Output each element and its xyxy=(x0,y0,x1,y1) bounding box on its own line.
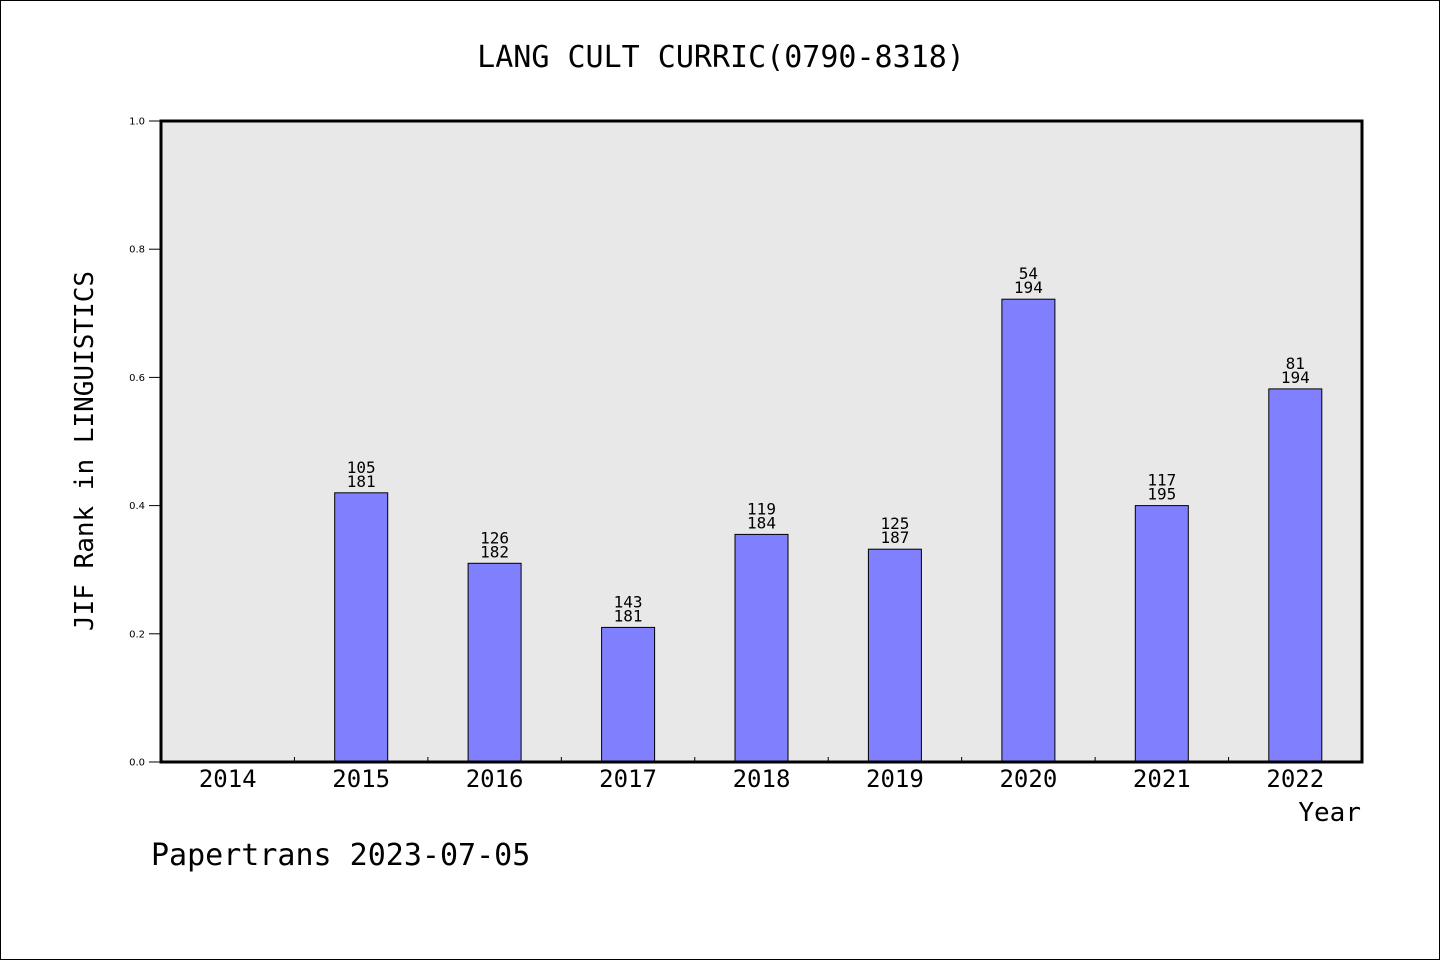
bar-2019 xyxy=(867,548,922,763)
bar-rank-label-2016: 126 xyxy=(480,528,509,547)
bar-rank-label-2022: 81 xyxy=(1286,354,1305,373)
y-axis-label: JIF Rank in LINGUISTICS xyxy=(70,271,100,631)
bar-2017 xyxy=(601,626,656,763)
bar-total-label-2022: 194 xyxy=(1281,368,1310,387)
bar-2015 xyxy=(334,492,389,763)
bar-total-label-2015: 181 xyxy=(347,472,376,491)
bar-total-label-2020: 194 xyxy=(1014,278,1043,297)
bar-rank-label-2020: 54 xyxy=(1019,264,1038,283)
bar-2021 xyxy=(1134,505,1189,763)
x-tick-label-2021: 2021 xyxy=(1133,765,1191,793)
x-tick-label-2022: 2022 xyxy=(1266,765,1324,793)
bar-rank-label-2021: 117 xyxy=(1147,471,1176,490)
y-tick-label: 0.8 xyxy=(129,245,145,256)
x-tick-label-2017: 2017 xyxy=(599,765,657,793)
x-tick-label-2014: 2014 xyxy=(199,765,257,793)
bar-total-label-2021: 195 xyxy=(1147,485,1176,504)
bar-total-label-2016: 182 xyxy=(480,542,509,561)
bars-layer xyxy=(334,298,1323,763)
x-tick-label-2018: 2018 xyxy=(733,765,791,793)
bar-rank-label-2017: 143 xyxy=(614,592,643,611)
bar-rank-label-2015: 105 xyxy=(347,458,376,477)
y-axis: 0.0 0.2 0.4 0.6 0.8 1.0 xyxy=(129,117,161,769)
plot-border xyxy=(159,119,1364,764)
x-tick-label-2020: 2020 xyxy=(999,765,1057,793)
footer-text: Papertrans 2023-07-05 xyxy=(151,838,530,873)
bar-2018 xyxy=(734,533,789,763)
x-axis-label: Year xyxy=(1298,798,1361,828)
bar-2022 xyxy=(1268,388,1323,763)
bar-total-label-2019: 187 xyxy=(880,528,909,547)
x-axis: 2014 2015 2016 2017 2018 2019 2020 2021 2022 xyxy=(199,757,1324,793)
x-tick-label-2015: 2015 xyxy=(332,765,390,793)
bar-rank-label-2018: 119 xyxy=(747,499,776,518)
y-tick-label: 0.6 xyxy=(129,373,145,384)
bar-2016 xyxy=(467,562,522,763)
y-tick-label: 0.0 xyxy=(129,758,145,769)
x-tick-label-2016: 2016 xyxy=(466,765,524,793)
y-tick-label: 1.0 xyxy=(129,117,145,128)
bar-2020 xyxy=(1001,298,1056,763)
bar-total-label-2018: 184 xyxy=(747,513,776,532)
bar-rank-label-2019: 125 xyxy=(880,514,909,533)
chart-title: LANG CULT CURRIC(0790-8318) xyxy=(477,40,965,75)
x-tick-label-2019: 2019 xyxy=(866,765,924,793)
y-tick-label: 0.4 xyxy=(129,501,145,512)
y-tick-label: 0.2 xyxy=(129,629,145,640)
bar-total-label-2017: 181 xyxy=(614,606,643,625)
